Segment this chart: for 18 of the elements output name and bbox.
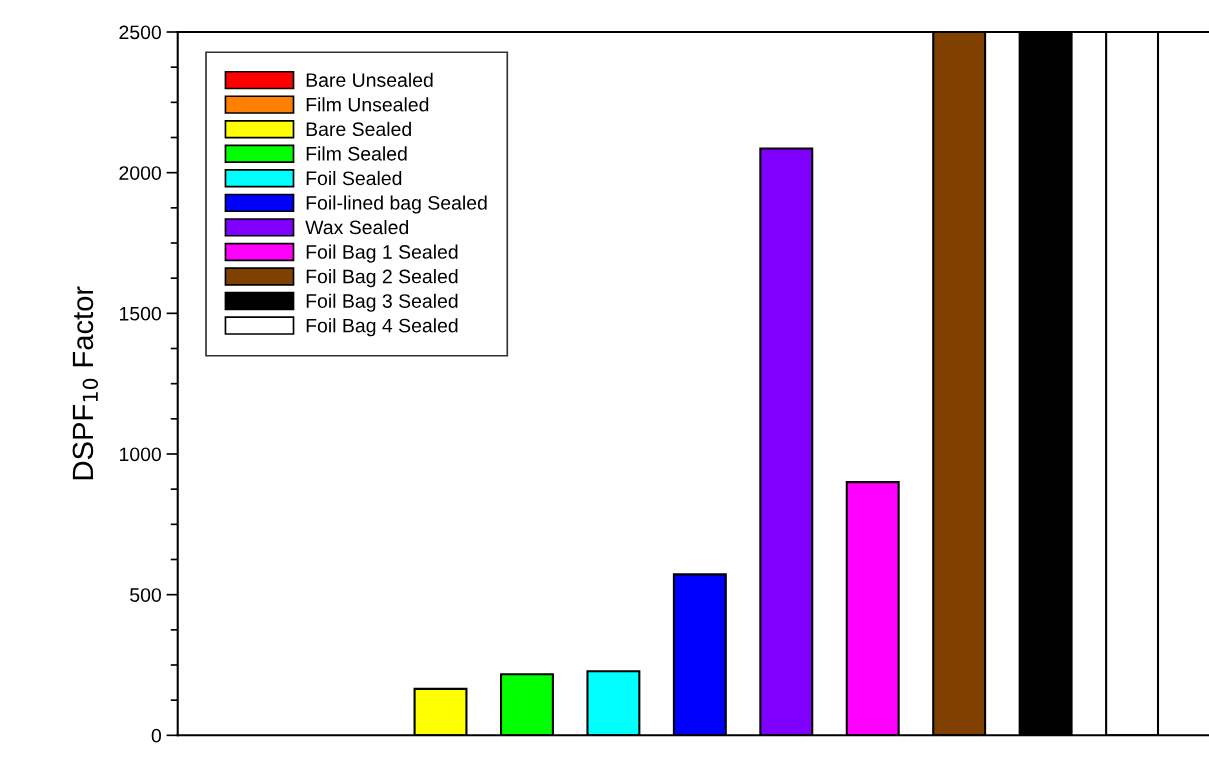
legend-label: Foil Bag 4 Sealed (306, 318, 458, 337)
y-axis-title: DSPF$_{10}$ Factor (72, 286, 99, 480)
legend-label: Film Unsealed (306, 97, 429, 112)
legend-label: Bare Sealed (306, 121, 411, 137)
y-tick-label: 0 (151, 728, 161, 743)
y-tick-label: 1500 (119, 306, 161, 321)
y-tick-label: 2000 (119, 166, 161, 180)
legend-label: Foil Bag 1 Sealed (306, 244, 458, 263)
y-tick-label: 1000 (119, 447, 161, 462)
legend-label: Film Sealed (306, 146, 407, 161)
legend-label: Foil-lined bag Sealed (306, 195, 487, 214)
legend-label: Foil Bag 2 Sealed (306, 269, 458, 288)
legend-label: Wax Sealed (305, 219, 409, 235)
y-tick-label: 500 (130, 588, 161, 602)
y-tick-label: 2500 (119, 25, 161, 40)
legend-label: Foil Sealed (306, 170, 402, 186)
legend-label: Bare Unsealed (306, 72, 433, 87)
legend-label: Foil Bag 3 Sealed (306, 293, 458, 312)
